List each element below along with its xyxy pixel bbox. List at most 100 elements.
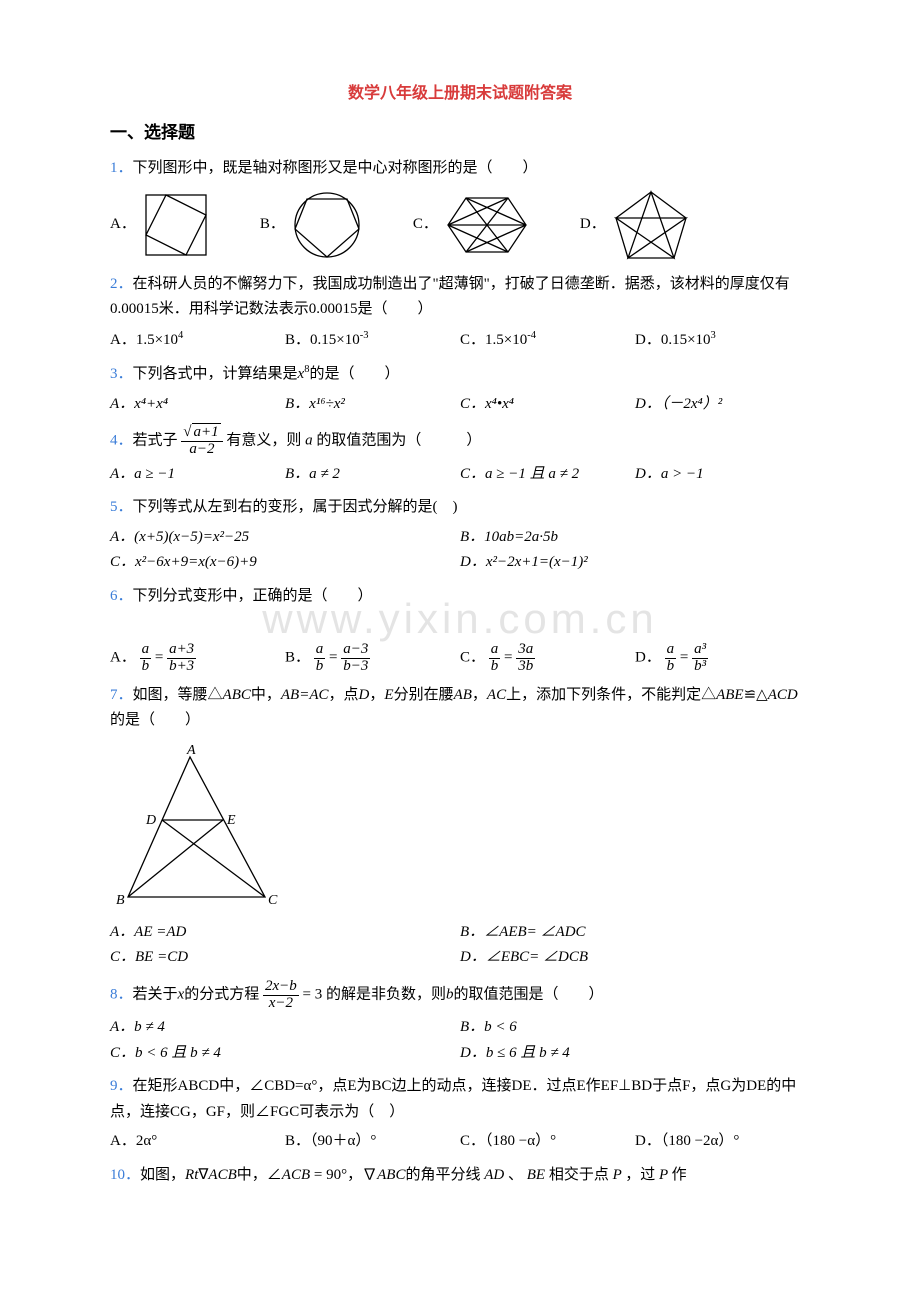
q9-opt-C: C．（180 −α）°: [460, 1129, 635, 1155]
q7-t7: 上，添加下列条件，不能判定△: [506, 687, 716, 703]
q5-A-expr: (x+5)(x−5)=x²−25: [134, 529, 249, 545]
q7-t3: ，点: [329, 687, 359, 703]
q3-B-lbl: B．: [285, 396, 309, 412]
q9-opt-D: D．（180 −2α）°: [635, 1129, 810, 1155]
q8-C-lbl: C．: [110, 1045, 135, 1061]
q7-B-lbl: B．: [460, 924, 484, 940]
q1-C-label: C．: [413, 212, 438, 238]
q6-text: 下列分式变形中，正确的是（ ）: [133, 588, 373, 604]
q4-C-expr: a ≥ −1 且 a ≠ 2: [485, 466, 579, 482]
q2-num: 2．: [110, 276, 133, 292]
q3-text2: 的是（ ）: [309, 366, 399, 382]
q7-t4: ，: [369, 687, 384, 703]
q3-opt-D: D．（－2x⁴）²: [635, 392, 810, 418]
q1-opt-C: C．: [413, 194, 530, 256]
q10-t5: 、: [508, 1167, 523, 1183]
q4-A-lbl: A．: [110, 466, 134, 482]
doc-title: 数学八年级上册期末试题附答案: [110, 80, 810, 107]
q8-B-lbl: B．: [460, 1019, 484, 1035]
svg-text:C: C: [268, 893, 278, 908]
q2-opt-B: B．0.15×10-3: [285, 327, 460, 354]
q4-t2: 有意义，则: [226, 433, 301, 449]
q2-D-exp: 3: [711, 330, 716, 341]
q7-t1: 如图，等腰△: [133, 687, 223, 703]
q7-D-expr: ∠EBC= ∠DCB: [486, 949, 588, 965]
q4-B-expr: a ≠ 2: [309, 466, 340, 482]
q5-D-lbl: D．: [460, 554, 486, 570]
q7-C-lbl: C．: [110, 949, 135, 965]
q1-opt-B: B．: [260, 189, 363, 261]
q8-t2: 的分式方程: [184, 987, 259, 1003]
shape-square-diag: [142, 191, 210, 259]
q7-opt-C: C．BE =CD: [110, 945, 460, 971]
q5-opt-A: A．(x+5)(x−5)=x²−25: [110, 525, 460, 551]
q8-frac: 2x−bx−2: [263, 979, 299, 1012]
q2-opt-A: A．1.5×104: [110, 327, 285, 354]
question-9: 9．在矩形ABCD中，∠CBD=α°，点E为BC边上的动点，连接DE．过点E作E…: [110, 1074, 810, 1125]
q3-A-expr: x⁴+x⁴: [134, 396, 168, 412]
triangle-figure: A D E B C: [110, 742, 280, 912]
q7-C-expr: BE =CD: [135, 949, 188, 965]
q8-t3: 的解是非负数，则: [326, 987, 446, 1003]
q5-D-expr: x²−2x+1=(x−1)²: [486, 554, 588, 570]
shape-hexagon-star: [444, 194, 530, 256]
q3-opt-C: C．x⁴•x⁴: [460, 392, 635, 418]
q5-opt-D: D．x²−2x+1=(x−1)²: [460, 550, 810, 576]
q1-num: 1．: [110, 160, 133, 176]
q8-A-expr: b ≠ 4: [134, 1019, 165, 1035]
q6-opt-C: C． ab = 3a3b: [460, 642, 635, 675]
q4-opt-C: C．a ≥ −1 且 a ≠ 2: [460, 462, 635, 488]
q2-A-exp: 4: [178, 330, 183, 341]
q7-options: A．AE =AD B．∠AEB= ∠ADC C．BE =CD D．∠EBC= ∠…: [110, 920, 810, 971]
q3-opt-A: A．x⁴+x⁴: [110, 392, 285, 418]
q10-t2: 中，∠: [237, 1167, 282, 1183]
q6-A-lbl: A．: [110, 650, 136, 666]
q4-t3: 的取值范围为（ ）: [316, 433, 481, 449]
q7-A-expr: AE =AD: [134, 924, 186, 940]
q8-D-expr: b ≤ 6 且 b ≠ 4: [486, 1045, 570, 1061]
q6-opt-D: D． ab = a³b³: [635, 642, 810, 675]
q8-D-lbl: D．: [460, 1045, 486, 1061]
q2-B-exp: -3: [360, 330, 369, 341]
q9-num: 9．: [110, 1078, 133, 1094]
q1-opt-D: D．: [580, 188, 690, 262]
q7-t8: ≌△: [744, 687, 768, 703]
q3-C-expr: x⁴•x⁴: [485, 396, 514, 412]
q5-C-lbl: C．: [110, 554, 135, 570]
q2-A-text: A．1.5×10: [110, 332, 178, 348]
q3-options: A．x⁴+x⁴ B．x¹⁶÷x² C．x⁴•x⁴ D．（－2x⁴）²: [110, 392, 810, 418]
q2-opt-C: C．1.5×10-4: [460, 327, 635, 354]
q10-t1: 如图，: [140, 1167, 185, 1183]
q8-options: A．b ≠ 4 B．b < 6 C．b < 6 且 b ≠ 4 D．b ≤ 6 …: [110, 1015, 810, 1066]
q10-t4: 的角平分线: [405, 1167, 480, 1183]
q9-options: A．2α° B．（90＋α）° C．（180 −α）° D．（180 −2α）°: [110, 1129, 810, 1155]
q6-C-lbl: C．: [460, 650, 485, 666]
question-10: 10．如图，Rt∇ACB中，∠ACB = 90°，∇ABC的角平分线 AD 、 …: [110, 1163, 810, 1189]
q10-t7: ，过: [625, 1167, 655, 1183]
q4-opt-A: A．a ≥ −1: [110, 462, 285, 488]
q3-num: 3．: [110, 366, 133, 382]
q4-t1: 若式子: [133, 433, 178, 449]
question-8: 8．若关于x的分式方程 2x−bx−2 = 3 的解是非负数，则b的取值范围是（…: [110, 979, 810, 1012]
q1-D-label: D．: [580, 212, 606, 238]
q5-options: A．(x+5)(x−5)=x²−25 B．10ab=2a·5b C．x²−6x+…: [110, 525, 810, 576]
question-1: 1．下列图形中，既是轴对称图形又是中心对称图形的是（ ）: [110, 156, 810, 182]
q3-A-lbl: A．: [110, 396, 134, 412]
svg-text:B: B: [116, 893, 125, 908]
q2-B-text: B．0.15×10: [285, 332, 360, 348]
q9-text: 在矩形ABCD中，∠CBD=α°，点E为BC边上的动点，连接DE．过点E作EF⊥…: [110, 1078, 796, 1120]
q5-opt-C: C．x²−6x+9=x(x−6)+9: [110, 550, 460, 576]
q8-t4: 的取值范围是（ ）: [453, 987, 603, 1003]
q1-options: A． B． C． D．: [110, 188, 810, 262]
question-3: 3．下列各式中，计算结果是x8的是（ ）: [110, 361, 810, 388]
svg-text:A: A: [186, 743, 196, 758]
q4-D-lbl: D．: [635, 466, 661, 482]
q2-C-text: C．1.5×10: [460, 332, 527, 348]
q8-num: 8．: [110, 987, 133, 1003]
q4-num: 4．: [110, 433, 133, 449]
q7-opt-A: A．AE =AD: [110, 920, 460, 946]
q7-t9: 的是（ ）: [110, 712, 200, 728]
q3-D-expr: D．（－2x⁴）²: [635, 396, 722, 412]
q6-opt-B: B． ab = a−3b−3: [285, 642, 460, 675]
q3-C-lbl: C．: [460, 396, 485, 412]
